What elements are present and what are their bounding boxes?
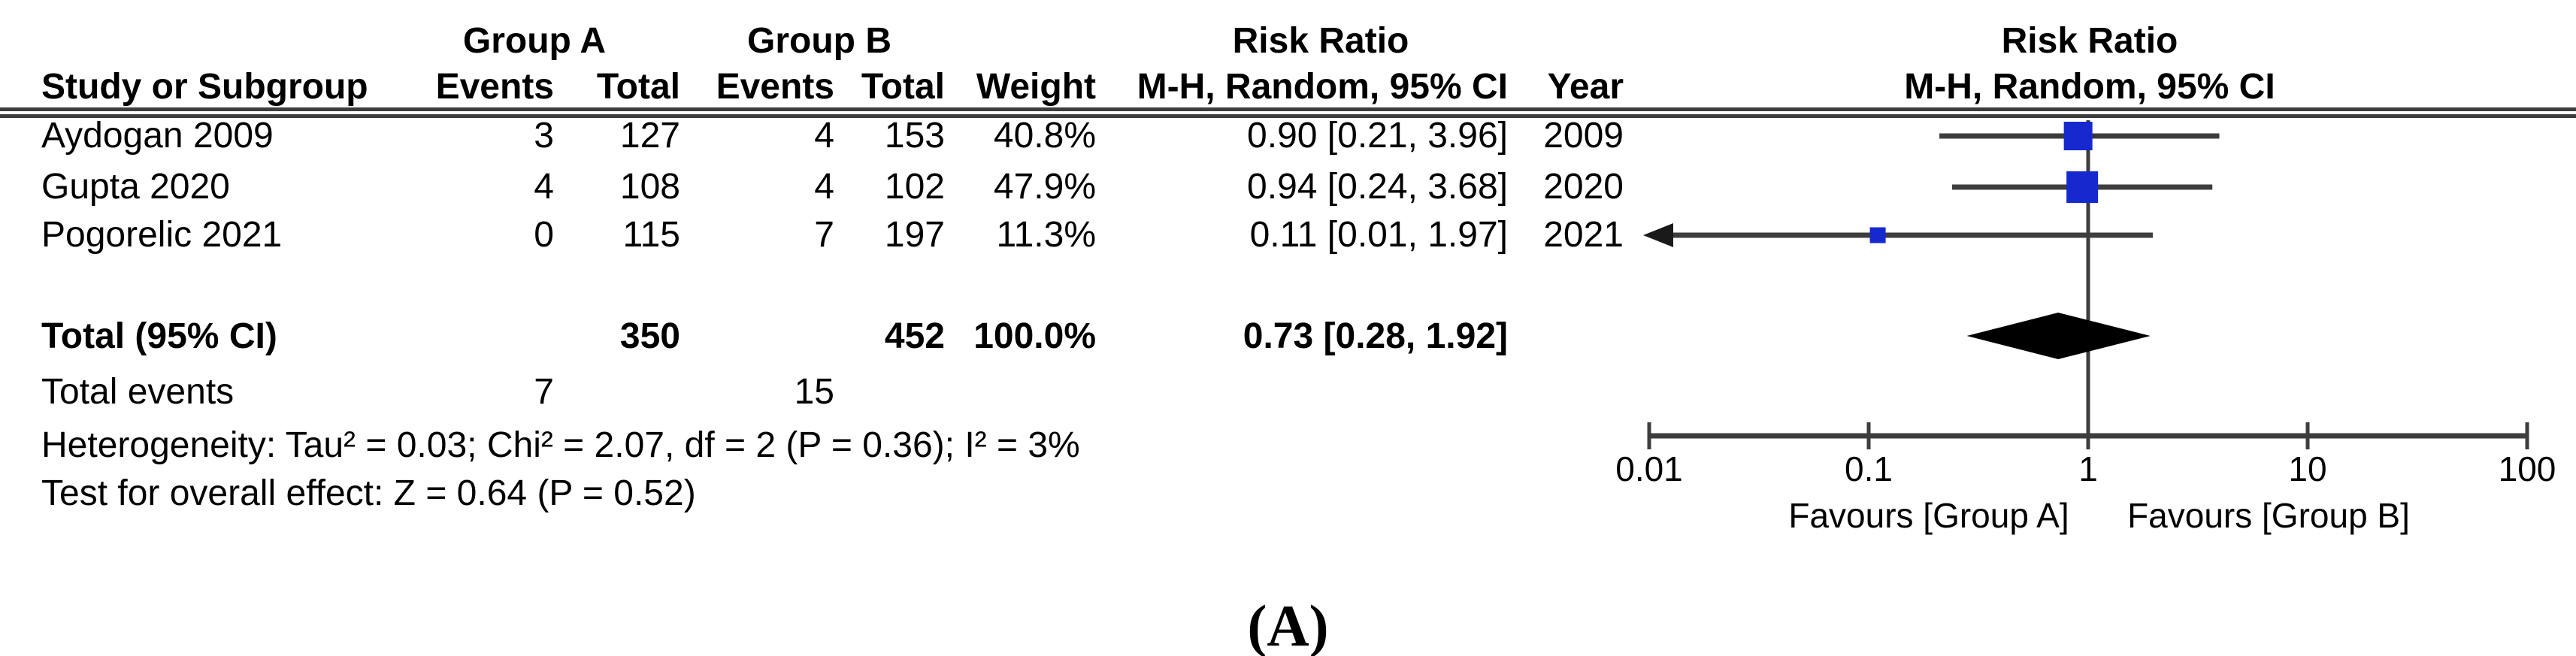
col-header-weight: Weight (976, 67, 1096, 107)
col-header-year: Year (1547, 67, 1624, 107)
year-value: 2009 (1543, 116, 1624, 156)
axis-tick-label: 0.1 (1845, 449, 1893, 488)
col-group-header-group-a: Group A (462, 21, 607, 61)
favours-left-label: Favours [Group A] (1788, 496, 2069, 535)
total-a-value: 108 (619, 167, 680, 207)
plot-header-mh-ci: M-H, Random, 95% CI (1904, 67, 2275, 107)
effect-marker (2063, 122, 2093, 150)
weight-value: 11.3% (996, 215, 1096, 255)
weight-value: 47.9% (993, 167, 1096, 207)
total-a-value: 115 (622, 215, 680, 255)
rr-ci-value: 0.90 [0.21, 3.96] (1247, 116, 1508, 156)
events-a-value: 0 (534, 215, 554, 255)
total-events-a: 7 (534, 372, 554, 412)
col-header-study: Study or Subgroup (41, 67, 368, 107)
col-header-events-a: Events (435, 67, 554, 107)
col-header-mh-ci: M-H, Random, 95% CI (1137, 67, 1508, 107)
year-value: 2021 (1543, 215, 1624, 255)
figure-caption: (A) (1247, 593, 1329, 656)
axis-tick-label: 100 (2499, 449, 2556, 488)
total-b-value: 197 (884, 215, 945, 255)
total-events-label: Total events (41, 372, 235, 412)
events-b-value: 4 (814, 167, 834, 207)
axis-tick-label: 10 (2288, 449, 2326, 488)
axis-tick-label: 1 (2078, 449, 2098, 488)
total-label: Total (95% CI) (41, 316, 277, 356)
total-weight: 100.0% (973, 316, 1096, 356)
total-a-value: 127 (619, 116, 680, 156)
events-a-value: 3 (534, 116, 554, 156)
events-a-value: 4 (534, 167, 554, 207)
total-b-value: 102 (884, 167, 945, 207)
effect-marker (1869, 227, 1886, 243)
study-name: Gupta 2020 (41, 167, 230, 207)
total-b-value: 153 (884, 116, 945, 156)
plot-header-risk-ratio: Risk Ratio (2001, 21, 2178, 61)
rr-ci-value: 0.94 [0.24, 3.68] (1247, 167, 1508, 207)
total-events-b: 15 (794, 372, 834, 412)
events-b-value: 4 (814, 116, 834, 156)
total-a-sum: 350 (619, 316, 680, 356)
study-name: Aydogan 2009 (41, 116, 274, 156)
weight-value: 40.8% (993, 116, 1096, 156)
total-diamond (1966, 313, 2151, 359)
header-divider-line (0, 107, 2576, 118)
ci-arrow-left (1643, 223, 1673, 247)
effect-marker (2066, 171, 2099, 203)
total-rr-ci: 0.73 [0.28, 1.92] (1243, 316, 1508, 356)
year-value: 2020 (1543, 167, 1624, 207)
rr-ci-value: 0.11 [0.01, 1.97] (1249, 215, 1508, 255)
favours-right-label: Favours [Group B] (2127, 496, 2410, 535)
events-b-value: 7 (814, 215, 834, 255)
col-header-total-b: Total (861, 67, 945, 107)
overall-effect-text: Test for overall effect: Z = 0.64 (P = 0… (41, 473, 696, 513)
total-b-sum: 452 (884, 316, 945, 356)
col-group-header-group-b: Group B (747, 21, 891, 61)
heterogeneity-text: Heterogeneity: Tau² = 0.03; Chi² = 2.07,… (41, 425, 1080, 465)
study-name: Pogorelic 2021 (41, 215, 283, 255)
col-header-events-b: Events (716, 67, 834, 107)
col-group-header-risk-ratio: Risk Ratio (1232, 21, 1409, 61)
col-header-total-a: Total (596, 67, 680, 107)
axis-tick-label: 0.01 (1615, 449, 1683, 488)
